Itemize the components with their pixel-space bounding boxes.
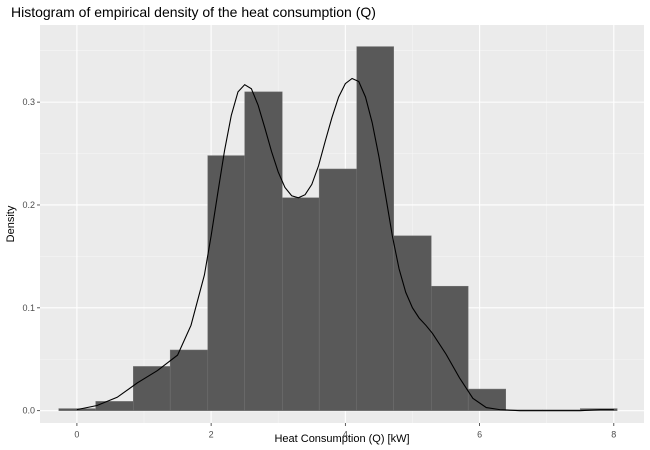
histogram-bar <box>467 388 507 411</box>
x-axis-title: Heat Consumption (Q) [kW] <box>274 433 409 445</box>
y-tick-label: 0.1 <box>22 303 35 313</box>
x-tick-label: 2 <box>209 429 214 439</box>
x-tick-label: 4 <box>343 429 348 439</box>
histogram-bar <box>207 155 245 411</box>
histogram-bar <box>95 401 134 411</box>
density-curve <box>76 77 614 412</box>
histogram-bar <box>244 91 283 411</box>
x-tick-label: 0 <box>74 429 79 439</box>
chart-title: Histogram of empirical density of the he… <box>11 4 376 20</box>
x-tick-label: 6 <box>477 429 482 439</box>
y-tick-label: 0.0 <box>22 406 35 416</box>
histogram-bar <box>282 197 320 411</box>
histogram-bar <box>133 366 171 411</box>
y-axis-title: Density <box>5 205 17 242</box>
y-tick-label: 0.2 <box>22 200 35 210</box>
x-tick-label: 8 <box>611 429 616 439</box>
histogram-bars <box>58 46 618 411</box>
x-axis-ticks: 0 2 4 6 8 <box>74 423 616 439</box>
y-axis-ticks: 0.0 0.1 0.2 0.3 <box>22 97 40 416</box>
histogram-bar <box>431 285 469 411</box>
histogram-bar <box>169 349 209 411</box>
y-tick-label: 0.3 <box>22 97 35 107</box>
histogram-bar <box>393 235 432 411</box>
histogram-bar <box>318 168 358 411</box>
histogram-bar <box>356 46 394 411</box>
